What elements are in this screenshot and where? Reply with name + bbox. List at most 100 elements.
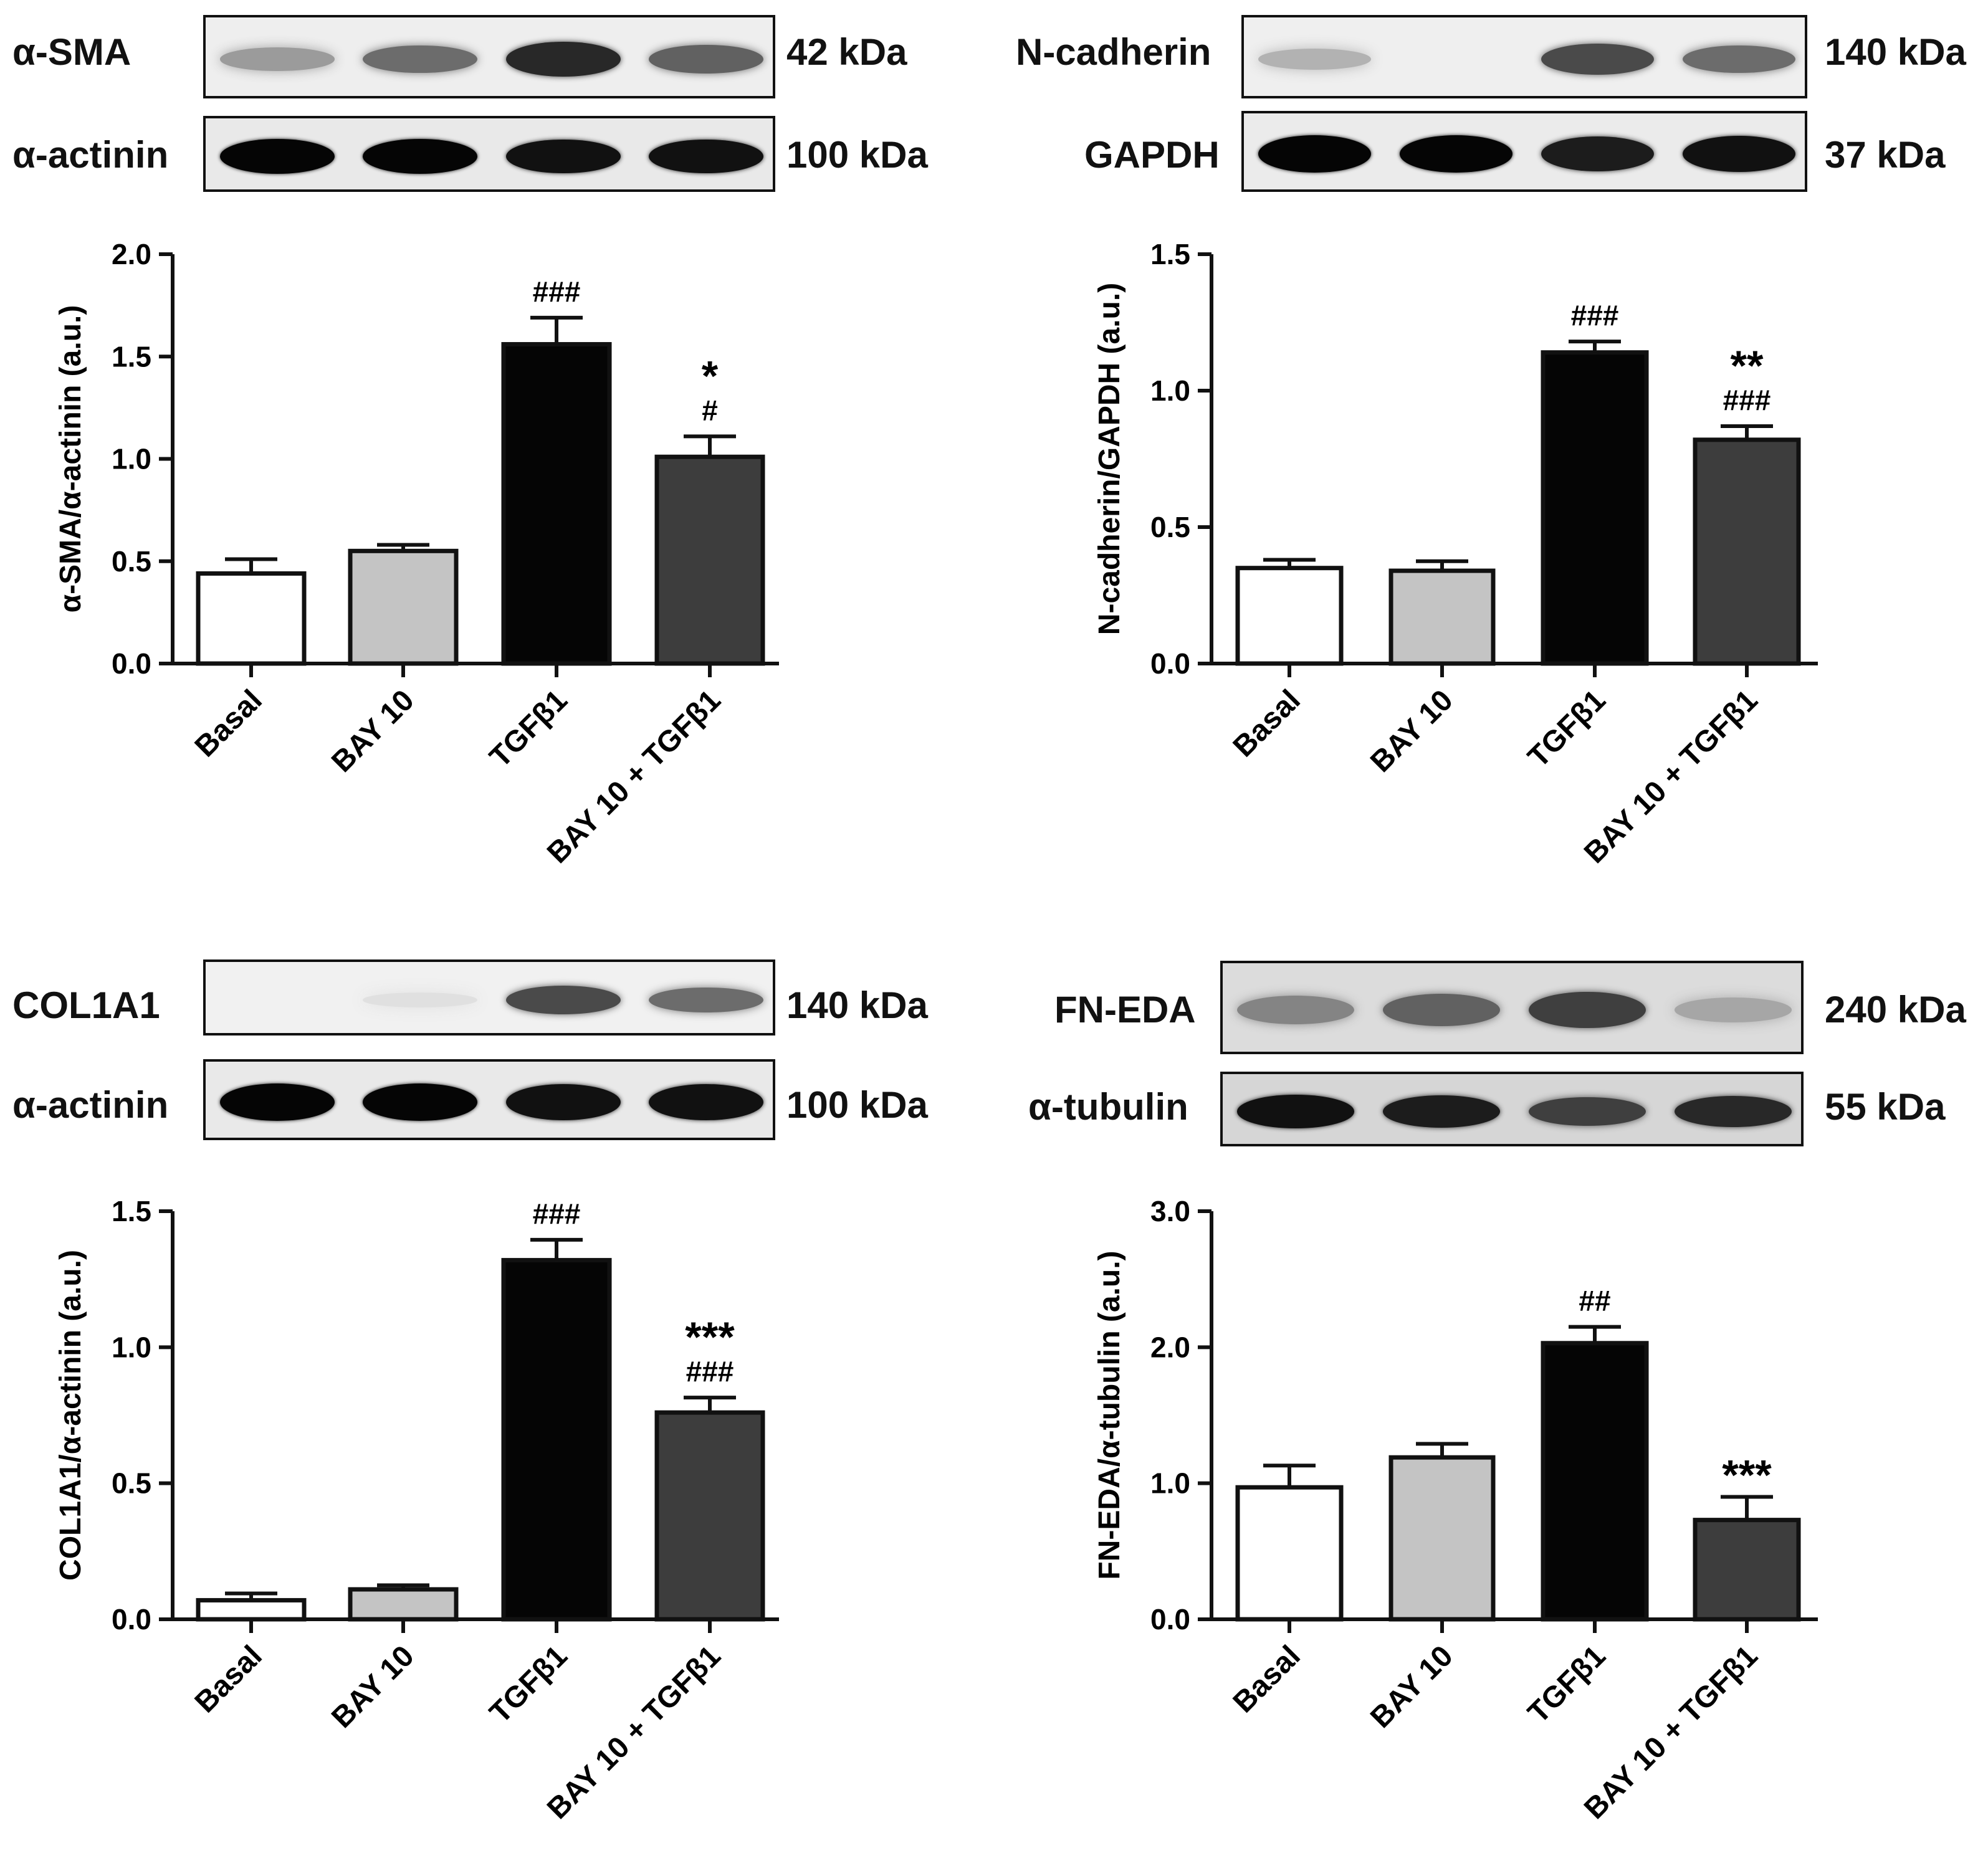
bar xyxy=(1693,1518,1801,1622)
y-tick-label: 0.0 xyxy=(1150,647,1190,680)
molecular-weight-label: 100 kDa xyxy=(786,134,928,176)
bar xyxy=(1693,437,1801,666)
significance-marker: ### xyxy=(1571,299,1619,331)
x-tick-label: TGFβ1 xyxy=(484,683,574,774)
blot-band xyxy=(219,47,335,71)
molecular-weight-label: 42 kDa xyxy=(786,31,907,73)
bar xyxy=(501,342,612,666)
x-tick-label: Basal xyxy=(189,683,269,763)
bar xyxy=(196,571,307,666)
bar-chart: 0.0 0.5 1.0 1.5 COL1A1/α-actinin (a.u.) Basal… xyxy=(54,1195,779,1826)
blot-label: N-cadherin xyxy=(1016,31,1211,73)
bar xyxy=(654,1410,765,1622)
blot-band xyxy=(1682,136,1796,172)
bar xyxy=(1235,566,1344,666)
western-blot-strip xyxy=(203,116,775,192)
blot-band xyxy=(363,993,478,1007)
y-axis-label: N-cadherin/GAPDH (a.u.) xyxy=(1093,283,1126,635)
bar-chart: 0.0 1.0 2.0 3.0 FN-EDA/α-tubulin (a.u.) Basal… xyxy=(1093,1195,1818,1826)
x-tick-label: BAY 10 xyxy=(1364,1639,1460,1735)
blot-label: α-tubulin xyxy=(1028,1086,1188,1128)
molecular-weight-label: 100 kDa xyxy=(786,1084,928,1126)
blot-label: FN-EDA xyxy=(1054,989,1196,1031)
bar-chart: 0.0 0.5 1.0 1.5 2.0 α-SMA/α-actinin (a.u.) Bas… xyxy=(54,238,779,870)
western-blot-strip xyxy=(1220,1072,1804,1146)
bar xyxy=(1541,350,1649,666)
blot-label: α-SMA xyxy=(12,31,131,73)
blot-band xyxy=(505,986,621,1014)
blot-band xyxy=(1383,993,1500,1027)
western-blot-strip xyxy=(1241,15,1807,98)
y-tick-label: 1.0 xyxy=(112,1331,151,1363)
blot-band xyxy=(1529,991,1646,1029)
significance-marker: ## xyxy=(1579,1285,1610,1317)
molecular-weight-label: 37 kDa xyxy=(1825,134,1946,176)
bar xyxy=(348,1587,459,1622)
y-tick-label: 1.5 xyxy=(112,340,151,373)
blot-band xyxy=(363,1083,478,1121)
y-tick-label: 0.5 xyxy=(112,1467,151,1500)
x-tick-label: BAY 10 xyxy=(325,683,421,779)
blot-band xyxy=(1682,45,1796,74)
blot-band xyxy=(1237,1095,1354,1128)
blot-band xyxy=(363,138,478,174)
y-tick-label: 1.0 xyxy=(1150,1467,1190,1500)
y-tick-label: 1.5 xyxy=(112,1195,151,1227)
x-tick-label: Basal xyxy=(1227,1639,1307,1719)
x-tick-label: TGFβ1 xyxy=(1522,1639,1612,1730)
y-tick-label: 1.5 xyxy=(1150,238,1190,270)
x-tick-label: Basal xyxy=(189,1639,269,1719)
western-blot-strip xyxy=(203,15,775,98)
x-tick-label: TGFβ1 xyxy=(484,1639,574,1730)
molecular-weight-label: 140 kDa xyxy=(786,984,928,1026)
blot-label: α-actinin xyxy=(12,134,169,176)
significance-marker: ### xyxy=(1723,384,1771,416)
blot-band xyxy=(1383,1095,1500,1128)
x-tick-label: BAY 10 xyxy=(325,1639,421,1735)
blot-band xyxy=(505,41,621,77)
molecular-weight-label: 55 kDa xyxy=(1825,1086,1946,1128)
blot-band xyxy=(649,44,764,74)
blot-band xyxy=(219,138,335,174)
significance-marker: ### xyxy=(533,275,581,308)
significance-marker: ** xyxy=(1731,342,1764,389)
bar xyxy=(1388,568,1496,666)
western-blot-strip xyxy=(203,1059,775,1140)
blot-band xyxy=(649,987,764,1013)
blot-band xyxy=(1529,1097,1646,1126)
x-tick-label: BAY 10 xyxy=(1364,683,1460,779)
molecular-weight-label: 140 kDa xyxy=(1825,31,1966,73)
blot-band xyxy=(505,1084,621,1120)
y-tick-label: 0.0 xyxy=(112,647,151,680)
y-axis-label: α-SMA/α-actinin (a.u.) xyxy=(54,305,87,613)
y-tick-label: 0.5 xyxy=(1150,511,1190,543)
y-tick-label: 0.0 xyxy=(1150,1603,1190,1635)
blot-band xyxy=(1541,136,1655,172)
bar xyxy=(501,1258,612,1622)
bar xyxy=(348,548,459,666)
y-tick-label: 0.0 xyxy=(112,1603,151,1635)
blot-band xyxy=(1675,1095,1792,1128)
blot-band xyxy=(219,1083,335,1121)
blot-band xyxy=(505,139,621,174)
western-blot-strip xyxy=(203,959,775,1035)
y-tick-label: 2.0 xyxy=(1150,1331,1190,1363)
significance-marker: * xyxy=(702,352,719,399)
bar xyxy=(1235,1485,1344,1622)
y-tick-label: 1.0 xyxy=(1150,374,1190,407)
significance-marker: ### xyxy=(686,1355,734,1388)
blot-band xyxy=(1237,996,1354,1024)
x-tick-label: TGFβ1 xyxy=(1522,683,1612,774)
y-tick-label: 1.0 xyxy=(112,443,151,475)
bar xyxy=(654,454,765,666)
blot-label: α-actinin xyxy=(12,1084,169,1126)
x-tick-label: Basal xyxy=(1227,683,1307,763)
blot-band xyxy=(363,45,478,74)
western-blot-strip xyxy=(1241,111,1807,192)
bar xyxy=(196,1597,307,1622)
significance-marker: # xyxy=(702,394,718,426)
blot-band xyxy=(1399,135,1513,173)
blot-label: COL1A1 xyxy=(12,984,160,1026)
